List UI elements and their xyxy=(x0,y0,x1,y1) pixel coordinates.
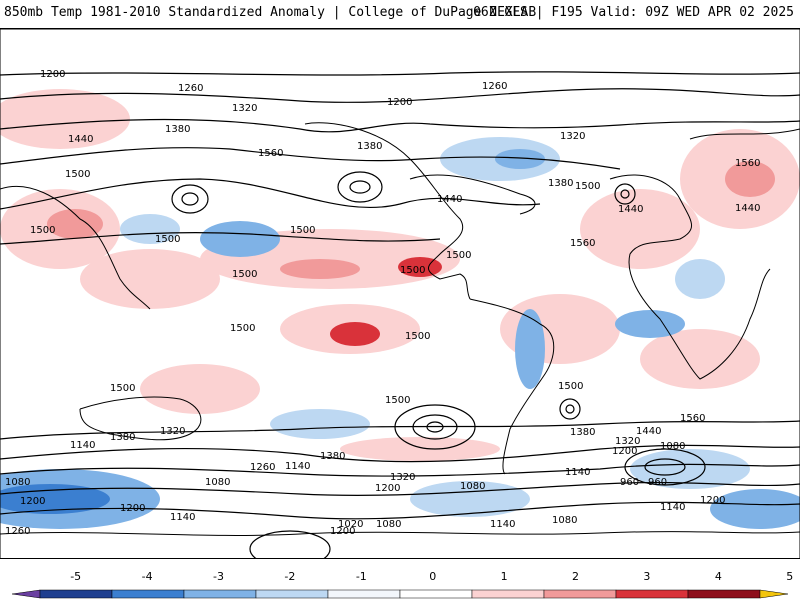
contour-label: 1320 xyxy=(615,436,640,447)
contour-label: 1320 xyxy=(232,103,257,114)
contour-label: 1560 xyxy=(735,158,760,169)
colorbar-segment xyxy=(687,589,761,599)
colorbar-tick-label: 3 xyxy=(643,570,651,583)
contour-label: 1440 xyxy=(636,426,661,437)
colorbar-tick-label: 1 xyxy=(500,570,508,583)
colorbar-tick-label: 5 xyxy=(786,570,794,583)
contour-label: 1140 xyxy=(70,440,95,451)
contour-label: 1140 xyxy=(660,502,685,513)
contour-label: 1320 xyxy=(160,426,185,437)
contour-label: 1200 xyxy=(387,97,412,108)
anomaly-shading xyxy=(0,89,800,529)
colorbar: -5 -4 -3 -2 -1 0 1 2 3 4 5 xyxy=(0,570,800,600)
contour-label: 1560 xyxy=(680,413,705,424)
contour-label: 1380 xyxy=(548,178,573,189)
coastlines xyxy=(0,122,800,536)
contour-label: 1320 xyxy=(390,472,415,483)
contour-label: 1500 xyxy=(558,381,583,392)
colorbar-segment xyxy=(183,589,257,599)
contour-label: 1500 xyxy=(30,225,55,236)
contour-label: 1500 xyxy=(575,181,600,192)
contour-label: 1080 xyxy=(5,477,30,488)
contour-labels: 1200 1260 1320 1380 1440 1500 1560 1200 … xyxy=(5,69,760,537)
map-panel: 1200 1260 1320 1380 1440 1500 1560 1200 … xyxy=(0,28,800,559)
height-contours xyxy=(0,71,800,558)
contour-label: 1260 xyxy=(5,526,30,537)
contour-label: 1500 xyxy=(110,383,135,394)
colorbar-segment xyxy=(327,589,401,599)
contour-label: 1080 xyxy=(460,481,485,492)
contour-label: 1200 xyxy=(612,446,637,457)
colorbar-tick-label: 4 xyxy=(714,570,722,583)
contour-label: 1200 xyxy=(330,526,355,537)
colorbar-svg xyxy=(11,589,789,599)
colorbar-segment xyxy=(111,589,185,599)
contour-label: 1440 xyxy=(735,203,760,214)
contour-label: 1080 xyxy=(552,515,577,526)
contour-label: 1140 xyxy=(565,467,590,478)
contour-label: 1380 xyxy=(570,427,595,438)
colorbar-tick-label: -4 xyxy=(141,570,153,583)
contour-label: 1500 xyxy=(232,269,257,280)
colorbar-tick-label: -3 xyxy=(213,570,224,583)
contour-label: 1560 xyxy=(570,238,595,249)
contour-label: 1380 xyxy=(320,451,345,462)
colorbar-segment xyxy=(39,589,113,599)
contour-label: 1200 xyxy=(120,503,145,514)
model-run-info: 06Z GFS | F195 Valid: 09Z WED APR 02 202… xyxy=(473,5,794,20)
map-title: 850mb Temp 1981-2010 Standardized Anomal… xyxy=(4,5,537,20)
colorbar-segment xyxy=(759,589,789,599)
colorbar-segment xyxy=(399,589,473,599)
colorbar-segment xyxy=(255,589,329,599)
colorbar-tick-label: -5 xyxy=(70,570,82,583)
colorbar-tick-label: 0 xyxy=(429,570,437,583)
contour-label: 1080 xyxy=(376,519,401,530)
contour-label: 1140 xyxy=(490,519,515,530)
contour-label: 1260 xyxy=(250,462,275,473)
contour-label: 1200 xyxy=(20,496,45,507)
colorbar-tick-label: -2 xyxy=(284,570,296,583)
colorbar-segment xyxy=(471,589,545,599)
contour-label: 1500 xyxy=(446,250,471,261)
contour-label: 1320 xyxy=(560,131,585,142)
contour-label: 1200 xyxy=(375,483,400,494)
contour-label: 1500 xyxy=(405,331,430,342)
contour-label: 1560 xyxy=(258,148,283,159)
contour-label: 1500 xyxy=(155,234,180,245)
colorbar-segment xyxy=(11,589,41,599)
contour-label: 1260 xyxy=(482,81,507,92)
contour-label: 960 xyxy=(648,477,667,488)
colorbar-segment xyxy=(615,589,689,599)
colorbar-tick-label: 2 xyxy=(572,570,580,583)
contour-label: 1380 xyxy=(110,432,135,443)
contour-label: 1140 xyxy=(285,461,310,472)
contour-label: 1380 xyxy=(357,141,382,152)
contour-label: 960 xyxy=(620,477,639,488)
contour-label: 1200 xyxy=(40,69,65,80)
contour-label: 1500 xyxy=(385,395,410,406)
contour-label: 1500 xyxy=(65,169,90,180)
contour-label: 1020 xyxy=(338,519,363,530)
contour-label: 1260 xyxy=(178,83,203,94)
contour-label: 1440 xyxy=(68,134,93,145)
contour-label: 1380 xyxy=(165,124,190,135)
contour-label: 1500 xyxy=(290,225,315,236)
contour-label: 1440 xyxy=(618,204,643,215)
contour-label: 1500 xyxy=(400,265,425,276)
contour-label: 1140 xyxy=(170,512,195,523)
colorbar-segment xyxy=(543,589,617,599)
contour-label: 1440 xyxy=(437,194,462,205)
contour-label: 1080 xyxy=(660,441,685,452)
contour-label: 1500 xyxy=(230,323,255,334)
colorbar-tick-label: -1 xyxy=(355,570,367,583)
anomaly-map: 1200 1260 1320 1380 1440 1500 1560 1200 … xyxy=(0,29,800,558)
contour-label: 1200 xyxy=(700,495,725,506)
contour-label: 1080 xyxy=(205,477,230,488)
